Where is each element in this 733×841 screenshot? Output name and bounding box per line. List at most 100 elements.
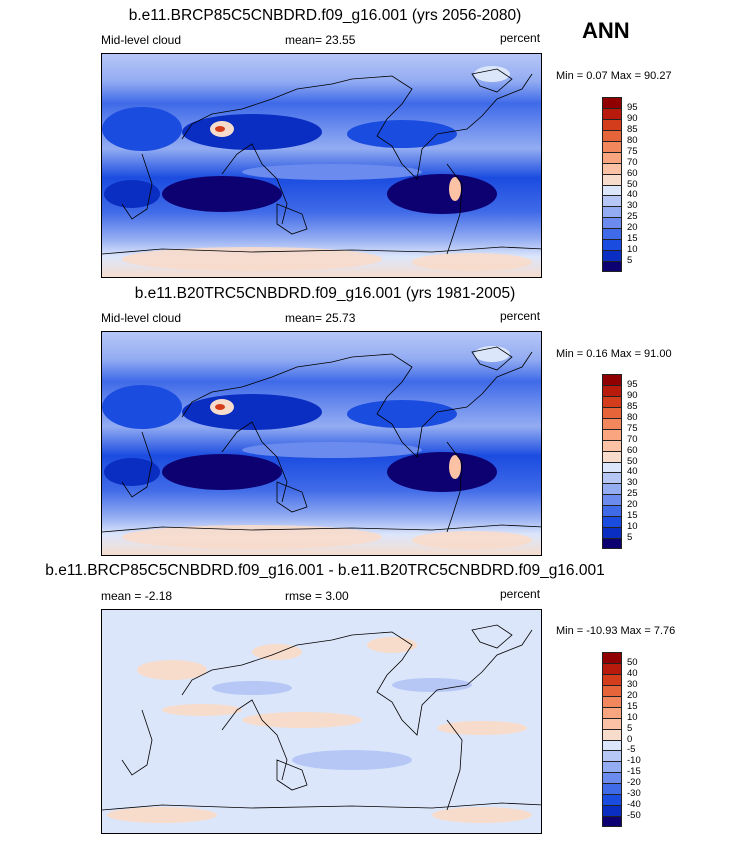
- colorbar-tick-label: 20: [627, 222, 638, 234]
- colorbar-swatch: [602, 250, 622, 262]
- colorbar-tick-label: 95: [627, 378, 638, 390]
- colorbar-swatch: [602, 516, 622, 528]
- colorbar-tick-label: 15: [627, 233, 638, 245]
- colorbar-tick-label: 90: [627, 112, 638, 124]
- colorbar-swatch: [602, 395, 622, 407]
- colorbar-tick-label: -40: [627, 799, 641, 811]
- colorbar-swatch: [602, 129, 622, 141]
- colorbar-swatch: [602, 695, 622, 707]
- colorbar-tick-label: 30: [627, 200, 638, 212]
- colorbar-swatch: [602, 652, 622, 663]
- colorbar-tick-label: 50: [627, 656, 638, 668]
- panel-3-mean-label: mean = -2.18: [101, 589, 173, 603]
- colorbar-swatch: [602, 151, 622, 163]
- panel-2-units-label: percent: [500, 309, 541, 323]
- colorbar-tick-label: 25: [627, 211, 638, 223]
- colorbar-swatch: [602, 417, 622, 429]
- colorbar-swatch: [602, 494, 622, 506]
- panel-3-colorbar: 50 40 30 20 15 10 5 0 -5 -10 -15 -20 -30 -40 -50: [602, 652, 641, 827]
- panel-1-left-label: Mid-level cloud: [101, 33, 182, 47]
- colorbar-swatch: [602, 173, 622, 185]
- colorbar-swatch: [602, 816, 622, 827]
- colorbar-tick-label: 30: [627, 678, 638, 690]
- colorbar-tick-label: 70: [627, 156, 638, 168]
- colorbar-tick-label: 60: [627, 167, 638, 179]
- colorbar-swatch: [602, 706, 622, 718]
- colorbar-tick-label: 75: [627, 145, 638, 157]
- colorbar-swatch: [602, 140, 622, 152]
- panel-2-minmax: Min = 0.16 Max = 91.00: [556, 348, 672, 360]
- panel-1-mean-label: mean= 23.55: [285, 33, 356, 47]
- colorbar-swatch: [602, 684, 622, 696]
- colorbar-tick-label: 80: [627, 134, 638, 146]
- colorbar-tick-label: 20: [627, 689, 638, 701]
- colorbar-swatch: [602, 783, 622, 795]
- colorbar-tick-label: 10: [627, 711, 638, 723]
- colorbar-swatch: [602, 217, 622, 229]
- colorbar-swatch: [602, 195, 622, 207]
- colorbar-swatch: [602, 794, 622, 806]
- panel-2-map: [101, 331, 542, 556]
- colorbar-swatch: [602, 662, 622, 674]
- panel-1-minmax: Min = 0.07 Max = 90.27: [556, 70, 672, 82]
- colorbar-swatch: [602, 439, 622, 451]
- colorbar-tick-label: 40: [627, 667, 638, 679]
- colorbar-swatch: [602, 805, 622, 817]
- panel-2-mean-label: mean= 25.73: [285, 311, 356, 325]
- colorbar-tick-label: 80: [627, 411, 638, 423]
- colorbar-tick-label: 5: [627, 255, 633, 267]
- colorbar-tick-label: -50: [627, 810, 641, 822]
- panel-1-map: [101, 53, 542, 278]
- colorbar-tick-label: 50: [627, 178, 638, 190]
- colorbar-swatch: [602, 384, 622, 396]
- colorbar-tick-label: -15: [627, 766, 641, 778]
- colorbar-tick-label: -20: [627, 777, 641, 789]
- panel-2-title: b.e11.B20TRC5CNBDRD.f09_g16.001 (yrs 198…: [134, 285, 516, 302]
- colorbar-tick-label: -5: [627, 744, 636, 756]
- colorbar-swatch: [602, 450, 622, 462]
- panel-1-colorbar: 95 90 85 80 75 70 60 50 40 30 25 20 15 10 5: [602, 97, 638, 272]
- colorbar-tick-label: 40: [627, 466, 638, 478]
- panel-2-colorbar: 95 90 85 80 75 70 60 50 40 30 25 20 15 10 5: [602, 374, 638, 549]
- colorbar-swatch: [602, 527, 622, 539]
- colorbar-swatch: [602, 717, 622, 729]
- colorbar-swatch: [602, 505, 622, 517]
- colorbar-tick-label: 5: [627, 722, 633, 734]
- colorbar-swatch: [602, 184, 622, 196]
- colorbar-swatch: [602, 107, 622, 119]
- colorbar-swatch: [602, 772, 622, 784]
- colorbar-tick-label: 85: [627, 400, 638, 412]
- colorbar-tick-label: 10: [627, 244, 638, 256]
- colorbar-swatch: [602, 538, 622, 549]
- colorbar-tick-label: 5: [627, 532, 633, 544]
- colorbar-swatch: [602, 239, 622, 251]
- colorbar-tick-label: 90: [627, 389, 638, 401]
- colorbar-swatch: [602, 97, 622, 108]
- panel-3-minmax: Min = -10.93 Max = 7.76: [556, 625, 676, 637]
- colorbar-tick-label: 30: [627, 477, 638, 489]
- colorbar-tick-label: -10: [627, 755, 641, 767]
- colorbar-tick-label: 50: [627, 455, 638, 467]
- colorbar-tick-label: 0: [627, 733, 633, 745]
- colorbar-swatch: [602, 118, 622, 130]
- panel-1-title: b.e11.BRCP85C5CNBDRD.f09_g16.001 (yrs 20…: [128, 7, 522, 24]
- colorbar-swatch: [602, 472, 622, 484]
- panel-2-left-label: Mid-level cloud: [101, 311, 182, 325]
- colorbar-swatch: [602, 728, 622, 740]
- colorbar-swatch: [602, 261, 622, 272]
- colorbar-swatch: [602, 483, 622, 495]
- colorbar-swatch: [602, 228, 622, 240]
- colorbar-swatch: [602, 406, 622, 418]
- panel-3-title: b.e11.BRCP85C5CNBDRD.f09_g16.001 - b.e11…: [45, 562, 605, 579]
- colorbar-tick-label: 40: [627, 189, 638, 201]
- colorbar-swatch: [602, 739, 622, 751]
- season-label: ANN: [582, 18, 630, 43]
- colorbar-swatch: [602, 750, 622, 762]
- colorbar-tick-label: 95: [627, 101, 638, 113]
- colorbar-tick-label: 15: [627, 510, 638, 522]
- colorbar-tick-label: 20: [627, 499, 638, 511]
- colorbar-swatch: [602, 374, 622, 385]
- panel-3-units-label: percent: [500, 587, 541, 601]
- colorbar-swatch: [602, 428, 622, 440]
- panel-3-map: [101, 609, 542, 834]
